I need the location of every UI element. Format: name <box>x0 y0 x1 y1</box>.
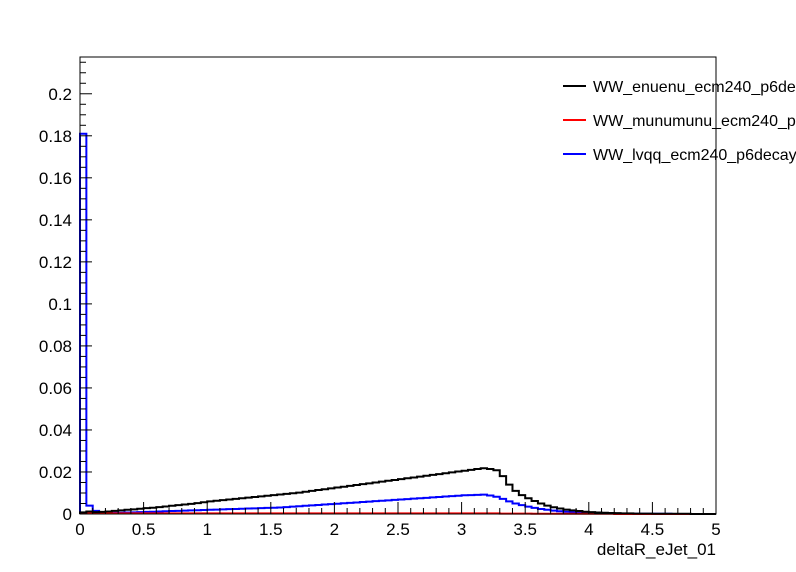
x-tick-label: 3 <box>457 520 466 539</box>
x-tick-label: 4.5 <box>641 520 665 539</box>
x-tick-label: 0 <box>75 520 84 539</box>
x-axis-title: deltaR_eJet_01 <box>597 540 716 559</box>
x-tick-label: 3.5 <box>513 520 537 539</box>
x-tick-label: 2 <box>330 520 339 539</box>
y-tick-label: 0.04 <box>39 421 72 440</box>
x-axis: 0 0.5 1 1.5 2 2.5 3 3.5 4 4.5 5 <box>75 502 721 539</box>
legend: WW_enuenu_ecm240_p6de WW_munumunu_ecm240_… <box>563 79 796 164</box>
y-tick-label: 0.08 <box>39 337 72 356</box>
y-tick-label: 0.2 <box>48 85 72 104</box>
y-tick-label: 0.06 <box>39 379 72 398</box>
x-tick-label: 4 <box>584 520 593 539</box>
y-tick-label: 0 <box>63 505 72 524</box>
y-tick-label: 0.14 <box>39 211 72 230</box>
legend-label: WW_enuenu_ecm240_p6de <box>593 79 796 96</box>
y-tick-label: 0.12 <box>39 253 72 272</box>
x-tick-label: 5 <box>711 520 720 539</box>
x-tick-label: 1.5 <box>259 520 283 539</box>
y-tick-label: 0.02 <box>39 463 72 482</box>
y-axis: 0 0.02 0.04 0.06 0.08 0.1 0.12 0.14 0.16 0.18 0.2 <box>39 61 92 524</box>
x-tick-label: 2.5 <box>386 520 410 539</box>
legend-label: WW_munumunu_ecm240_p <box>593 113 796 130</box>
series-line-1 <box>79 467 716 515</box>
y-tick-label: 0.18 <box>39 127 72 146</box>
legend-label: WW_lvqq_ecm240_p6decay <box>593 147 796 164</box>
y-tick-label: 0.16 <box>39 169 72 188</box>
x-tick-label: 0.5 <box>132 520 156 539</box>
y-tick-label: 0.1 <box>48 295 72 314</box>
x-tick-label: 1 <box>202 520 211 539</box>
